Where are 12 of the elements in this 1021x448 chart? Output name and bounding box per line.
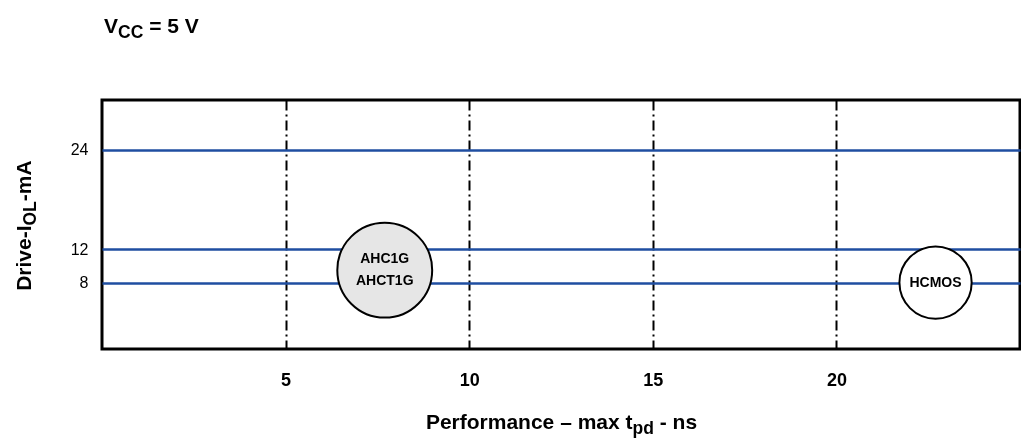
x-tick-label: 5 [281,369,292,390]
x-tick-label: 20 [826,369,847,390]
annotation: AHCT1G [355,272,414,289]
annotation: AHC1G [360,250,410,267]
annotation: HCMOS [909,273,962,290]
x-tick-label: 10 [459,369,480,390]
chart-title: V$_{CC}$ = 5 V [104,14,199,44]
y-tick-label: 24 [70,141,89,159]
x-tick-label: 15 [643,369,664,390]
y-tick-label: 8 [79,274,89,292]
y-tick-label: 12 [70,240,89,258]
x-axis-title: Performance – max t$_{pd}$ - ns [424,410,699,440]
